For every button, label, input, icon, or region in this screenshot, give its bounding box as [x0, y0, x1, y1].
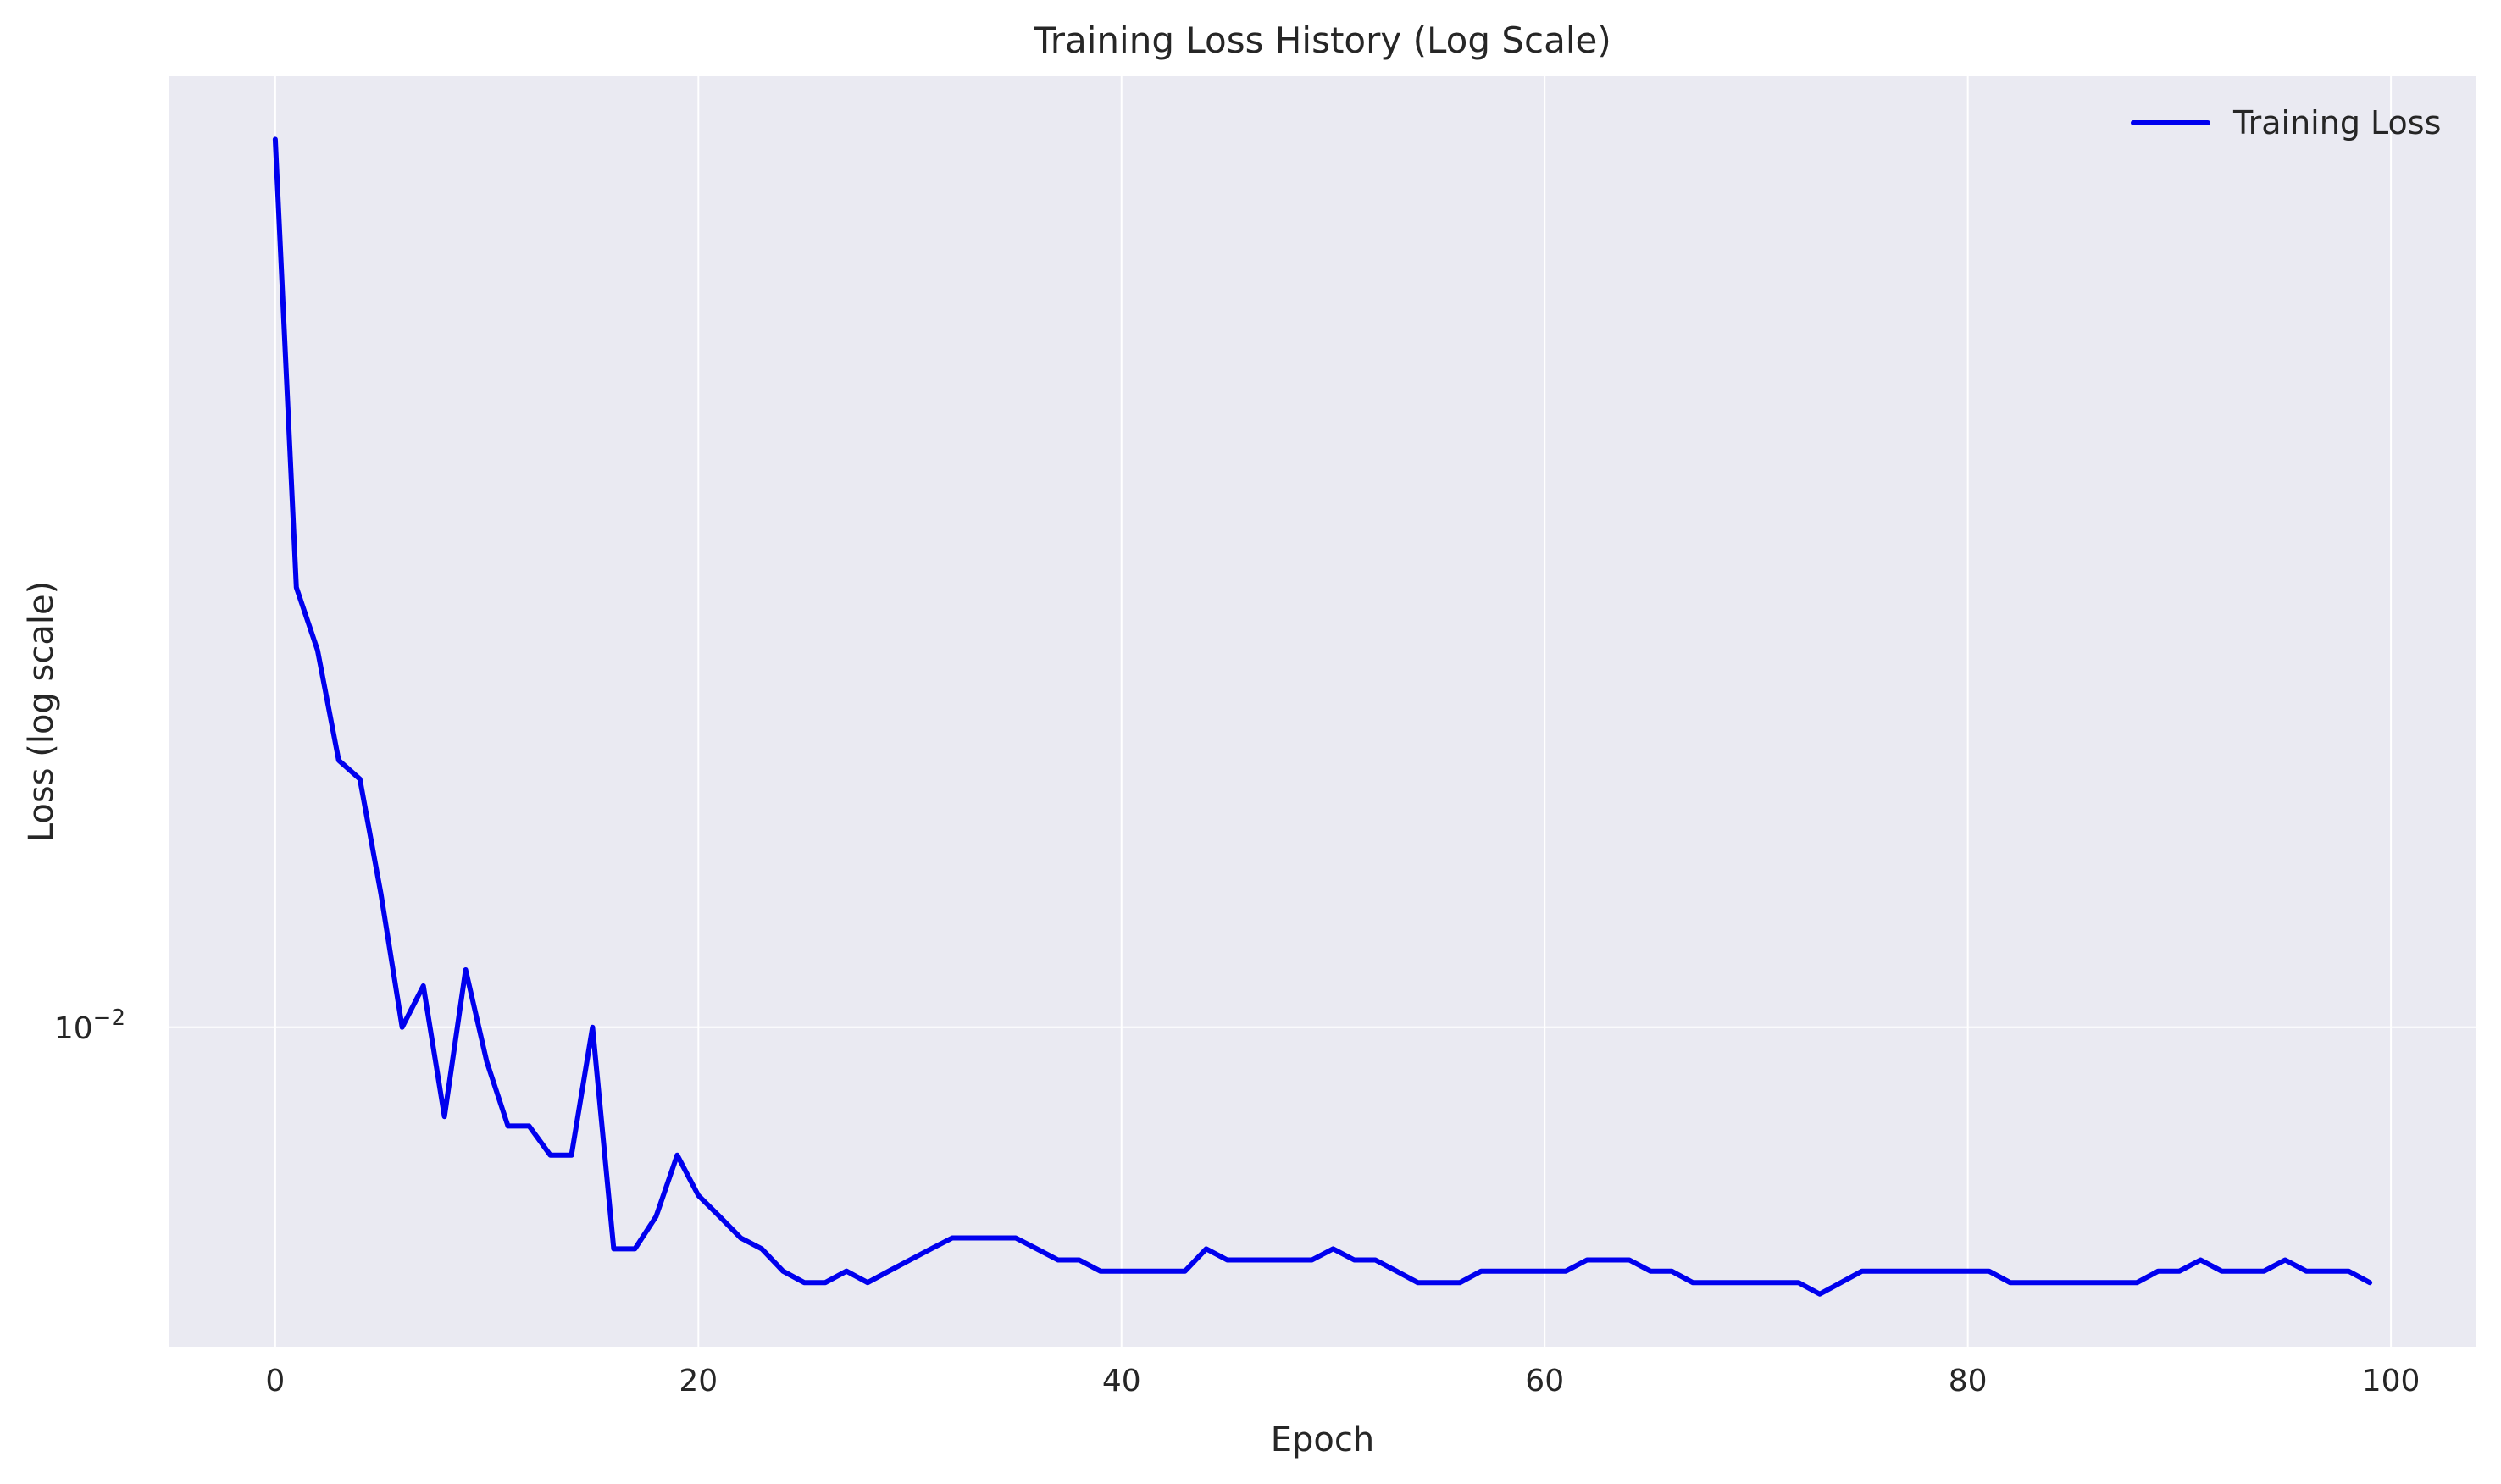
x-tick-label: 40 [1102, 1364, 1141, 1398]
x-tick-label: 0 [265, 1364, 285, 1398]
chart-title: Training Loss History (Log Scale) [1033, 19, 1611, 61]
grid-lines [169, 76, 2476, 1347]
y-tick-label: 10−2 [54, 1005, 125, 1046]
x-axis-ticks: 0 20 40 60 80 100 [265, 1364, 2420, 1398]
y-axis-label: Loss (log scale) [22, 581, 61, 842]
series-lines [272, 136, 2373, 1297]
training-loss-line [272, 136, 2373, 1297]
legend-label: Training Loss [2232, 104, 2441, 141]
x-tick-label: 20 [679, 1364, 718, 1398]
x-tick-label: 80 [1949, 1364, 1988, 1398]
plot-background [169, 76, 2476, 1347]
legend: Training Loss [2131, 104, 2441, 141]
x-axis-label: Epoch [1271, 1420, 1374, 1459]
x-tick-label: 60 [1525, 1364, 1564, 1398]
x-tick-label: 100 [2362, 1364, 2421, 1398]
y-axis-ticks: 10−2 [54, 1005, 125, 1046]
